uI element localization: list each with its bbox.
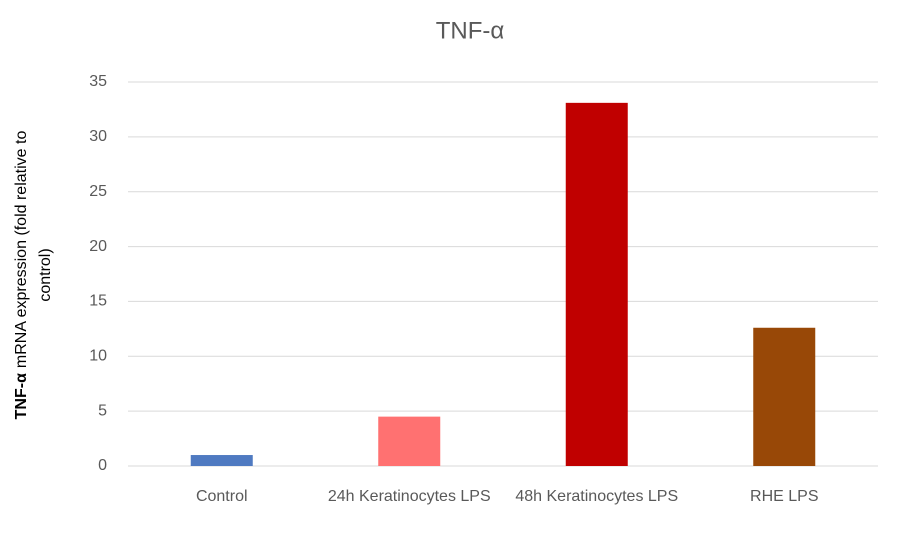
y-tick-label: 15	[89, 293, 107, 310]
y-axis-label-line2: control)	[37, 248, 54, 301]
bar	[753, 327, 816, 466]
chart-title: TNF-α	[436, 17, 505, 44]
y-tick-label: 30	[89, 128, 107, 145]
x-tick-label: 48h Keratinocytes LPS	[515, 488, 679, 505]
bar	[378, 416, 441, 466]
bar	[565, 102, 628, 467]
y-tick-label: 25	[89, 183, 107, 200]
x-tick-label: RHE LPS	[750, 488, 819, 505]
y-tick-label: 20	[89, 238, 107, 255]
y-tick-label: 5	[98, 402, 107, 419]
y-tick-label: 10	[89, 348, 107, 365]
x-tick-label: Control	[195, 488, 248, 505]
bar	[190, 455, 253, 466]
y-tick-label: 0	[98, 457, 107, 474]
y-tick-label: 35	[89, 73, 107, 90]
y-axis-label: TNF-α mRNA expression (fold relative to	[13, 131, 30, 420]
x-tick-label: 24h Keratinocytes LPS	[327, 488, 491, 505]
y-axis-label-bold: TNF-α	[13, 373, 30, 419]
y-axis-label-rest: mRNA expression (fold relative to	[13, 131, 30, 369]
